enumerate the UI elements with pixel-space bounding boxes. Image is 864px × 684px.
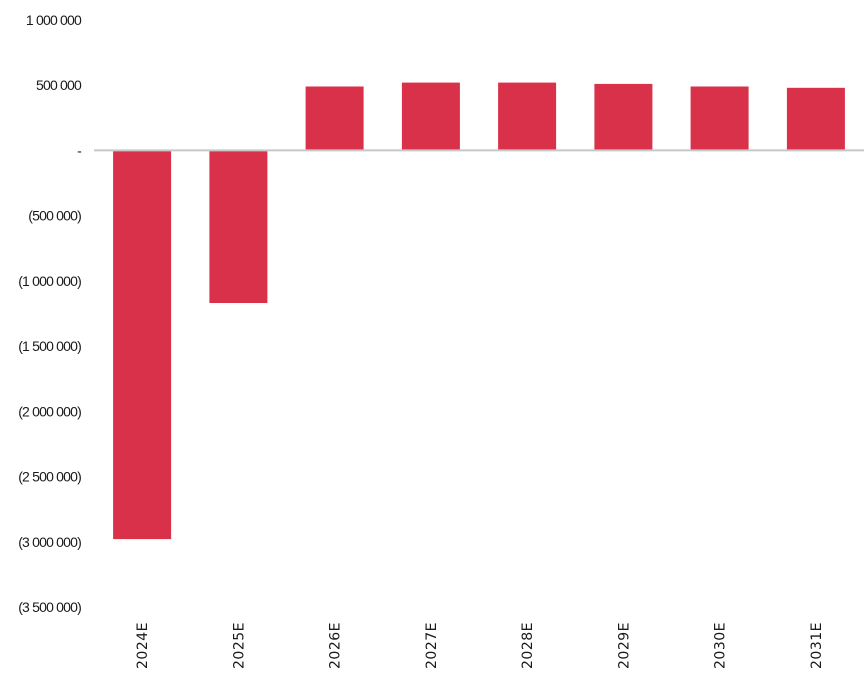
x-tick-label: 2029E bbox=[616, 622, 632, 669]
bar-2030E bbox=[690, 86, 749, 151]
y-tick-label: (2 500 000) bbox=[18, 469, 81, 485]
y-tick-label: (1 500 000) bbox=[18, 338, 81, 354]
x-tick-label: 2024E bbox=[135, 622, 151, 669]
y-axis-ticks: 1 000 000 500 000 - (500 000) (1 000 000) (1 … bbox=[18, 12, 83, 615]
y-tick-label: (500 000) bbox=[28, 208, 81, 224]
x-tick-label: 2027E bbox=[424, 622, 440, 669]
x-tick-label: 2031E bbox=[809, 622, 825, 669]
y-tick-label: (3 000 000) bbox=[18, 534, 81, 550]
x-tick-label: 2030E bbox=[713, 622, 729, 669]
bar-2028E bbox=[498, 82, 557, 151]
bar-2031E bbox=[786, 87, 845, 151]
bar-2024E bbox=[113, 150, 172, 540]
x-tick-label: 2026E bbox=[328, 622, 344, 669]
bar-2025E bbox=[209, 150, 268, 303]
x-tick-label: 2028E bbox=[520, 622, 536, 669]
y-tick-label: - bbox=[77, 142, 82, 158]
bar-2029E bbox=[594, 83, 653, 151]
y-tick-label: 500 000 bbox=[36, 77, 82, 93]
y-tick-label: 1 000 000 bbox=[26, 12, 82, 28]
bar-2026E bbox=[305, 86, 364, 151]
bars bbox=[113, 82, 845, 540]
y-tick-label: (3 500 000) bbox=[18, 599, 81, 615]
x-tick-label: 2025E bbox=[231, 622, 247, 669]
y-tick-label: (2 000 000) bbox=[18, 403, 81, 419]
bar-2027E bbox=[401, 82, 460, 151]
x-axis-ticks: 2024E 2025E 2026E 2027E 2028E 2029E 2030E 2031E bbox=[135, 622, 825, 669]
y-tick-label: (1 000 000) bbox=[18, 273, 81, 289]
